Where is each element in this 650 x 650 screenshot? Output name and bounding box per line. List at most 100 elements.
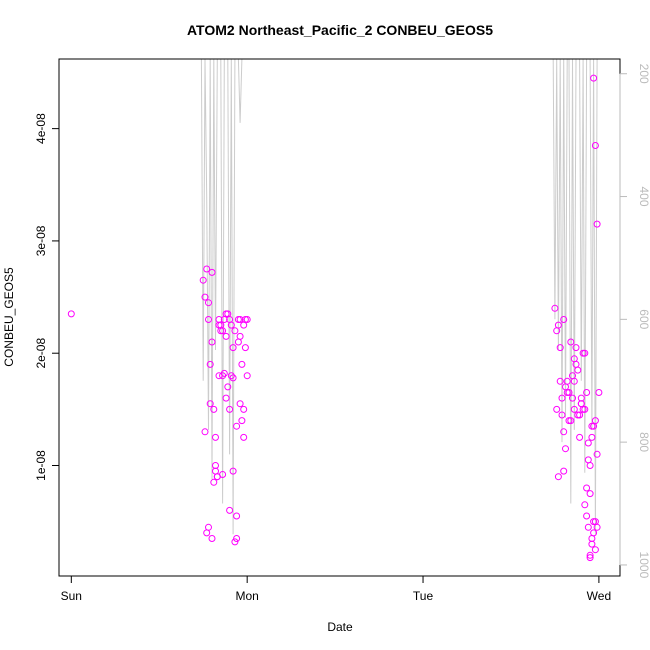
data-point bbox=[233, 535, 241, 542]
data-point bbox=[243, 316, 251, 323]
scatter-points-layer bbox=[67, 74, 603, 562]
data-point bbox=[229, 344, 237, 352]
right-tick-label: 800 bbox=[637, 432, 650, 452]
data-point bbox=[226, 506, 234, 514]
data-point bbox=[206, 400, 214, 408]
data-point bbox=[229, 467, 237, 475]
data-point bbox=[577, 400, 585, 408]
data-point bbox=[569, 394, 576, 402]
data-point bbox=[224, 310, 232, 318]
data-point bbox=[591, 518, 599, 526]
data-point bbox=[219, 471, 227, 478]
data-point bbox=[586, 554, 594, 562]
data-point bbox=[593, 220, 601, 228]
data-point bbox=[581, 349, 589, 357]
data-point bbox=[233, 512, 241, 520]
x-tick-label: Tue bbox=[413, 589, 434, 603]
x-tick-label: Mon bbox=[236, 589, 259, 603]
data-point bbox=[570, 405, 578, 413]
data-point bbox=[231, 327, 239, 335]
right-tick-label: 600 bbox=[637, 309, 650, 329]
data-point bbox=[201, 293, 209, 301]
data-point bbox=[238, 360, 246, 368]
data-point bbox=[231, 538, 239, 546]
y-tick-label: 4e-08 bbox=[34, 113, 48, 144]
data-point bbox=[222, 332, 230, 340]
data-point bbox=[595, 389, 603, 396]
data-point bbox=[205, 316, 212, 323]
data-point bbox=[240, 405, 248, 413]
data-point bbox=[572, 360, 580, 368]
data-point bbox=[588, 540, 596, 548]
data-point bbox=[554, 473, 562, 481]
data-point bbox=[574, 411, 582, 419]
data-point bbox=[67, 310, 75, 318]
data-point bbox=[208, 268, 216, 276]
data-point bbox=[570, 377, 578, 385]
data-point bbox=[215, 316, 223, 323]
data-point bbox=[562, 383, 569, 391]
data-point bbox=[224, 383, 232, 391]
data-point bbox=[588, 433, 596, 441]
data-point bbox=[581, 501, 589, 509]
data-point bbox=[553, 327, 561, 335]
data-point bbox=[590, 422, 598, 430]
x-tick-label: Wed bbox=[587, 589, 611, 603]
data-point bbox=[576, 433, 584, 441]
data-point bbox=[206, 360, 214, 368]
data-point bbox=[234, 338, 242, 346]
right-tick-label: 400 bbox=[637, 186, 650, 206]
data-point bbox=[560, 316, 568, 323]
data-point bbox=[584, 439, 592, 447]
data-point bbox=[233, 422, 241, 430]
data-point bbox=[210, 478, 218, 486]
y-axis-label: CONBEU_GEOS5 bbox=[2, 267, 16, 367]
right-tick-label: 1000 bbox=[637, 552, 650, 579]
data-point bbox=[567, 338, 575, 346]
data-point bbox=[238, 417, 246, 425]
data-point bbox=[203, 265, 211, 273]
data-point bbox=[205, 299, 212, 307]
x-axis: Sun Mon Tue Wed bbox=[61, 575, 611, 603]
data-point bbox=[565, 417, 573, 425]
data-point bbox=[583, 484, 591, 492]
data-point bbox=[586, 462, 594, 469]
data-point bbox=[558, 394, 566, 402]
data-point bbox=[590, 74, 598, 82]
data-point bbox=[560, 428, 568, 436]
y-tick-label: 2e-08 bbox=[34, 338, 48, 369]
data-point bbox=[208, 338, 216, 346]
data-point bbox=[572, 344, 580, 352]
data-point bbox=[240, 433, 248, 441]
pressure-line bbox=[200, 58, 601, 535]
data-point bbox=[205, 523, 212, 531]
pressure-line-layer bbox=[200, 58, 601, 535]
data-point bbox=[560, 467, 568, 475]
right-axis: 200 400 600 800 1000 bbox=[619, 64, 650, 579]
data-point bbox=[591, 546, 599, 554]
y-axis: 1e-08 2e-08 3e-08 4e-08 bbox=[34, 113, 60, 481]
data-point bbox=[229, 374, 237, 382]
plot-frame bbox=[58, 58, 621, 577]
data-point bbox=[208, 535, 216, 542]
data-point bbox=[558, 411, 566, 419]
data-point bbox=[236, 316, 244, 323]
data-point bbox=[199, 276, 207, 284]
data-point bbox=[590, 529, 598, 537]
data-point bbox=[243, 372, 251, 380]
data-point bbox=[212, 433, 219, 441]
data-point bbox=[240, 321, 248, 329]
data-point bbox=[226, 405, 234, 413]
data-point bbox=[583, 389, 591, 396]
data-point bbox=[241, 344, 249, 352]
data-point bbox=[556, 344, 564, 352]
data-point bbox=[593, 450, 601, 458]
data-point bbox=[212, 462, 219, 469]
data-point bbox=[562, 445, 569, 453]
x-axis-label: Date bbox=[327, 620, 353, 634]
data-point bbox=[586, 490, 594, 498]
chart-title: ATOM2 Northeast_Pacific_2 CONBEU_GEOS5 bbox=[187, 22, 493, 38]
y-tick-label: 3e-08 bbox=[34, 225, 48, 256]
data-point bbox=[584, 523, 592, 531]
